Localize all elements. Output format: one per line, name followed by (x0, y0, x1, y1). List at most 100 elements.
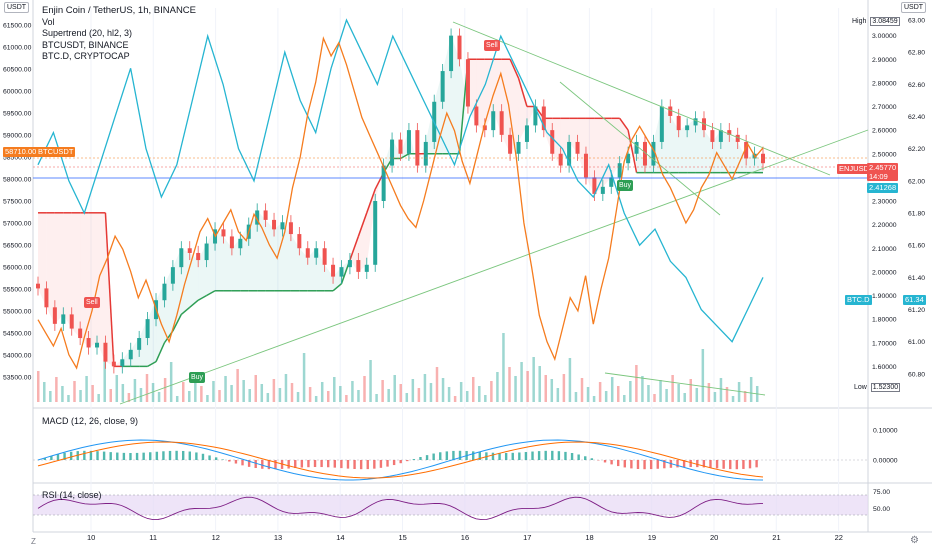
candle-body (314, 248, 319, 258)
btcd-axis-tick-label: 63.00 (908, 18, 925, 25)
supertrend-line (206, 290, 216, 297)
volume-bar (749, 377, 753, 402)
macd-histogram-bar (663, 460, 666, 469)
volume-bar (248, 389, 251, 402)
supertrend-fill (644, 141, 654, 173)
candle-body (693, 118, 698, 126)
volume-bar (423, 374, 427, 402)
left-axis-tick-label: 57500.00 (3, 199, 32, 206)
chart-title[interactable]: Enjin Coin / TetherUS, 1h, BINANCE (42, 5, 197, 16)
legend-btcusdt[interactable]: BTCUSDT, BINANCE (42, 39, 129, 50)
volume-bar (574, 392, 578, 402)
sell-signal-2[interactable]: Sell (484, 40, 500, 51)
candle-body (727, 130, 732, 135)
macd-histogram-bar (392, 460, 396, 466)
volume-bar (85, 376, 88, 402)
rsi-tick-label: 50.00 (873, 506, 890, 513)
btcd-value: 61.34 (905, 295, 924, 304)
supertrend-line (180, 306, 191, 315)
legend-supertrend[interactable]: Supertrend (20, hl2, 3) (42, 28, 133, 38)
candle-body (297, 234, 302, 249)
supertrend-fill (316, 248, 325, 291)
candle-body (491, 111, 496, 131)
supertrend-fill (265, 219, 275, 291)
supertrend-fill (80, 212, 89, 348)
macd-histogram-bar (69, 451, 73, 460)
macd-tick-label: 0.00000 (873, 458, 898, 465)
supertrend-line (366, 188, 376, 214)
supertrend-fill (619, 118, 629, 164)
macd-histogram-bar (366, 460, 369, 470)
macd-histogram-bar (748, 460, 752, 469)
btcd-axis-tick-label: 61.20 (908, 307, 925, 314)
volume-bar (405, 393, 409, 402)
volume-bar (441, 378, 445, 402)
candle-body (617, 163, 622, 178)
legend-btcd[interactable]: BTC.D, CRYPTOCAP (42, 51, 130, 61)
macd-histogram-bar (643, 460, 646, 470)
macd-line (37, 439, 764, 481)
macd-histogram-bar (498, 452, 501, 460)
macd-histogram-bar (261, 460, 264, 469)
supertrend-fill (274, 222, 283, 291)
candle-body (145, 319, 150, 339)
high-marker: High 3.08459 (852, 17, 900, 27)
macd-tick-label: 0.10000 (873, 428, 898, 435)
macd-histogram-bar (379, 460, 383, 468)
volume-bar (242, 380, 245, 402)
macd-histogram-bar (504, 452, 508, 460)
x-axis-tick-label: 17 (523, 533, 531, 542)
buy-signal-2[interactable]: Buy (617, 180, 634, 191)
sell-signal-1[interactable]: Sell (84, 297, 100, 308)
supertrend-fill (611, 118, 620, 178)
macd-histogram-bar (636, 460, 640, 469)
volume-bar (61, 386, 64, 402)
candle-body (36, 283, 40, 289)
macd-histogram-bar (63, 452, 66, 460)
candle-body (381, 165, 386, 201)
volume-bar (502, 333, 505, 402)
supertrend-fill (754, 153, 763, 173)
candle-body (322, 248, 327, 265)
volume-bar (37, 371, 40, 402)
macd-histogram-bar (676, 460, 679, 468)
supertrend-fill (526, 106, 536, 126)
candle-body (423, 141, 428, 166)
candle-body (550, 130, 555, 154)
macd-label[interactable]: MACD (12, 26, close, 9) (42, 416, 139, 426)
candle-body (474, 106, 479, 126)
enj-axis-tick-label: 2.80000 (872, 80, 897, 87)
enj-supertrend-tag: 2.41268 (867, 183, 899, 193)
volume-bar (647, 385, 650, 402)
candle-body (170, 267, 175, 284)
macd-histogram-bar (122, 452, 126, 460)
candle-body (516, 141, 521, 154)
x-axis-tick-label: 20 (710, 533, 718, 542)
supertrend-fill (442, 35, 452, 154)
macd-histogram-bar (419, 456, 422, 460)
macd-histogram-bar (43, 457, 46, 460)
high-label: High (852, 18, 867, 25)
macd-histogram-bar (274, 460, 277, 470)
macd-histogram-bar (313, 460, 317, 468)
legend-vol[interactable]: Vol (42, 16, 55, 27)
macd-histogram-bar (458, 450, 462, 460)
volume-bar (260, 384, 264, 402)
settings-gear-icon[interactable]: ⚙ (910, 535, 919, 546)
volume-bar (635, 365, 638, 402)
volume-bar (79, 390, 82, 402)
macd-histogram-bar (564, 451, 567, 460)
macd-histogram-bar (524, 452, 528, 460)
macd-histogram-bar (491, 452, 495, 460)
timezone-toggle[interactable]: Z (31, 537, 36, 546)
rsi-label[interactable]: RSI (14, close) (42, 490, 102, 500)
candle-body (272, 219, 277, 230)
volume-bar (345, 395, 348, 402)
descending-trendline (452, 21, 831, 176)
macd-histogram-bar (735, 460, 739, 470)
buy-signal-1[interactable]: Buy (189, 372, 206, 383)
supertrend-fill (349, 236, 359, 272)
macd-histogram-bar (617, 460, 620, 467)
macd-histogram-bar (340, 460, 343, 469)
